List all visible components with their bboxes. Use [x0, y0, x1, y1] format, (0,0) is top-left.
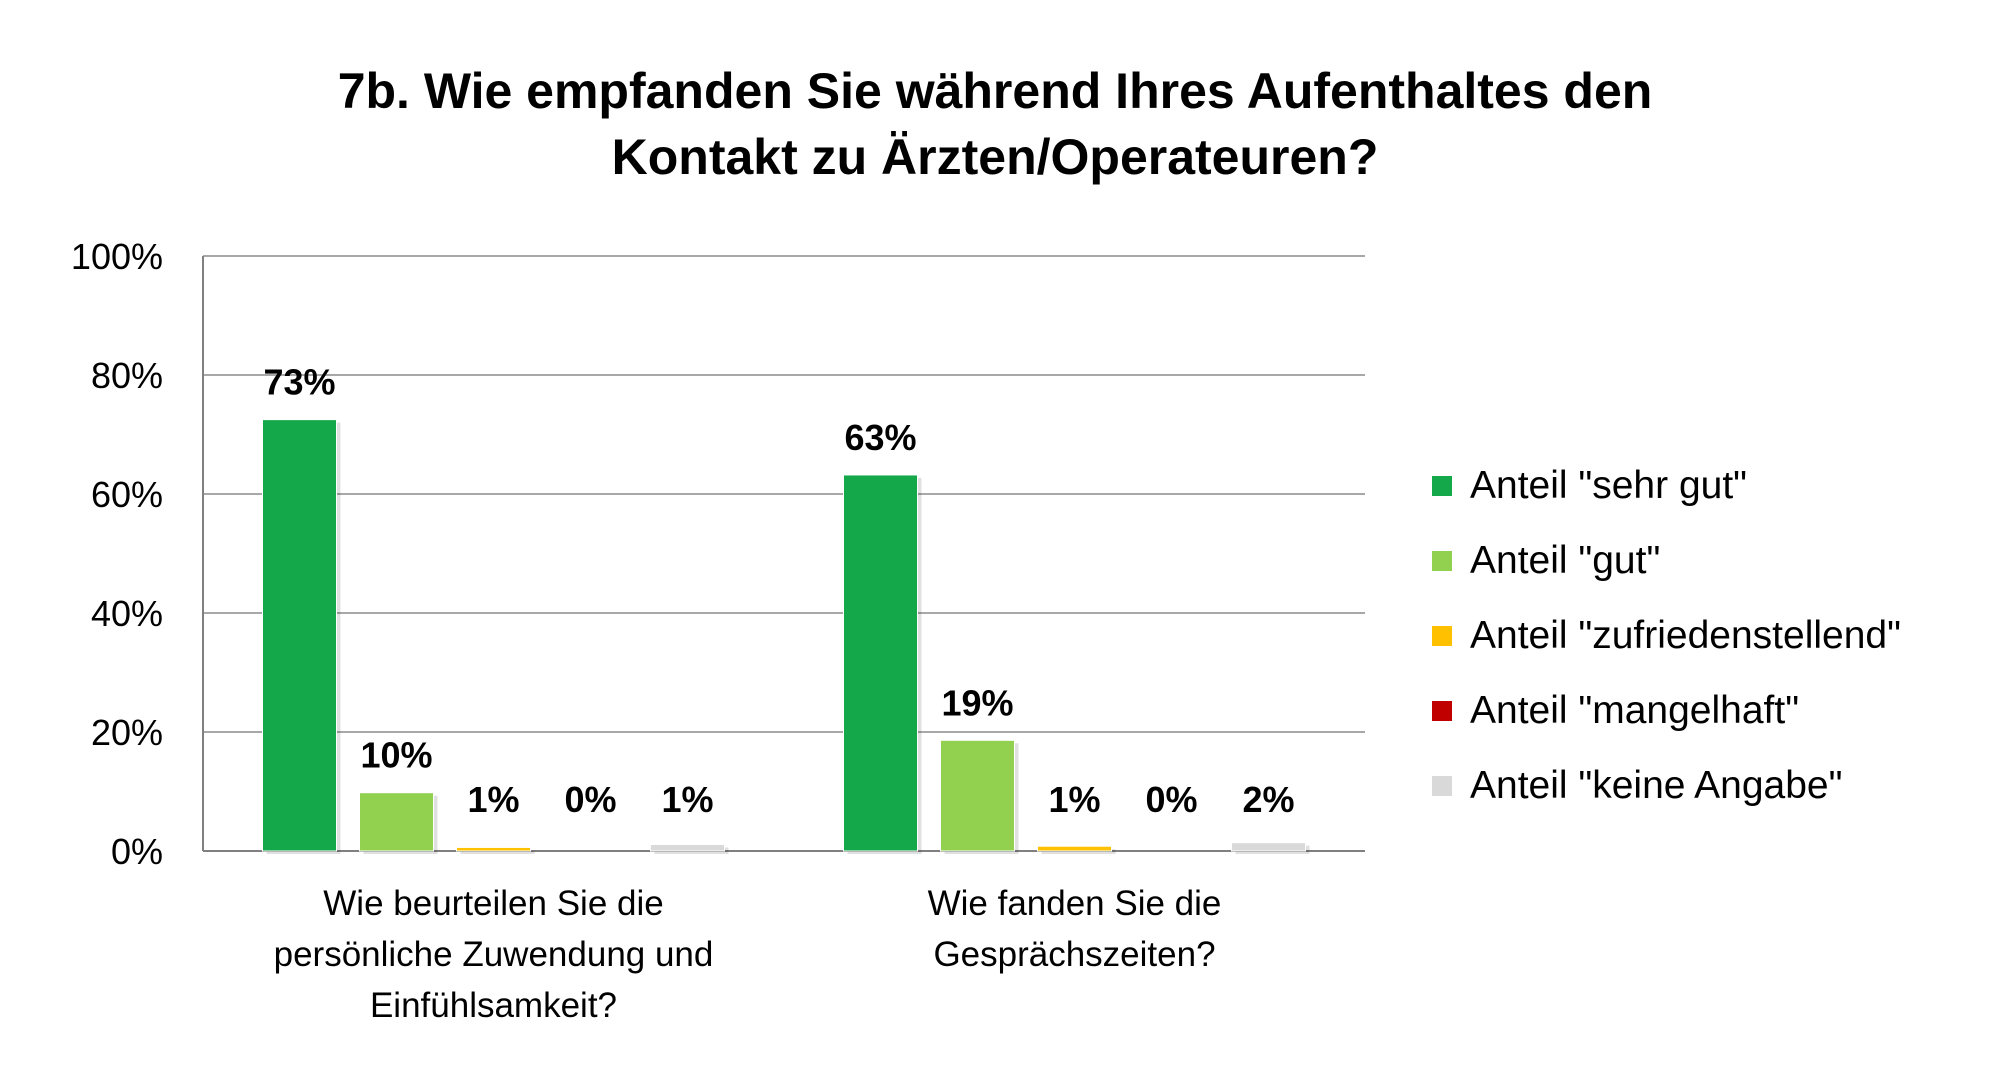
bar-s1-c0 [359, 792, 434, 852]
data-label-s4-c1: 2% [1242, 779, 1294, 820]
legend-label-zufriedenstellend: Anteil "zufriedenstellend" [1470, 613, 1901, 657]
data-label-s2-c0: 1% [467, 779, 519, 820]
y-tick-label-0: 0% [111, 831, 163, 872]
chart-legend: Anteil "sehr gut" Anteil "gut" Anteil "z… [1432, 448, 1901, 823]
data-label-s0-c1: 63% [844, 417, 916, 458]
legend-item-gut: Anteil "gut" [1432, 523, 1901, 598]
legend-swatch-keine-angabe [1432, 775, 1452, 796]
legend-item-sehr-gut: Anteil "sehr gut" [1432, 448, 1901, 523]
legend-label-mangelhaft: Anteil "mangelhaft" [1470, 688, 1800, 732]
data-label-s0-c0: 73% [263, 362, 335, 403]
y-tick-label-40: 40% [91, 593, 163, 634]
category-label-c1-line-1: Gesprächszeiten? [933, 935, 1215, 974]
category-label-c1-line-0: Wie fanden Sie die [928, 884, 1222, 923]
data-label-s3-c1: 0% [1145, 779, 1197, 820]
bar-s4-c1 [1231, 842, 1306, 852]
bar-s2-c1 [1037, 845, 1112, 852]
legend-swatch-mangelhaft [1432, 700, 1452, 721]
category-label-c0-line-0: Wie beurteilen Sie die [323, 884, 663, 923]
bar-s0-c1 [843, 474, 918, 852]
y-tick-label-100: 100% [71, 236, 163, 277]
legend-item-keine-angabe: Anteil "keine Angabe" [1432, 748, 1901, 823]
legend-swatch-gut [1432, 550, 1452, 571]
category-label-c0-line-1: persönliche Zuwendung und [274, 935, 714, 974]
data-label-s3-c0: 0% [564, 779, 616, 820]
bar-shadow-s2-c1 [1041, 849, 1116, 854]
category-label-c0-line-2: Einfühlsamkeit? [370, 986, 617, 1025]
y-tick-label-80: 80% [91, 355, 163, 396]
bar-s1-c1 [940, 739, 1015, 852]
legend-label-gut: Anteil "gut" [1470, 538, 1661, 582]
y-tick-label-60: 60% [91, 474, 163, 515]
chart-title-line-1: 7b. Wie empfanden Sie während Ihres Aufe… [337, 63, 1653, 119]
bar-s2-c0 [456, 846, 531, 852]
y-tick-label-20: 20% [91, 712, 163, 753]
legend-swatch-sehr-gut [1432, 475, 1452, 496]
bar-s4-c0 [650, 843, 725, 852]
data-label-s1-c1: 19% [941, 682, 1013, 723]
chart-title-line-2: Kontakt zu Ärzten/Operateuren? [611, 129, 1379, 185]
bar-shadow-s2-c0 [460, 850, 535, 854]
legend-swatch-zufriedenstellend [1432, 625, 1452, 646]
data-label-s2-c1: 1% [1048, 779, 1100, 820]
data-label-s4-c0: 1% [661, 779, 713, 820]
bar-s0-c0 [262, 419, 337, 852]
legend-label-sehr-gut: Anteil "sehr gut" [1470, 463, 1747, 507]
legend-label-keine-angabe: Anteil "keine Angabe" [1470, 763, 1843, 807]
legend-item-mangelhaft: Anteil "mangelhaft" [1432, 673, 1901, 748]
legend-item-zufriedenstellend: Anteil "zufriedenstellend" [1432, 598, 1901, 673]
chart-title: 7b. Wie empfanden Sie während Ihres Aufe… [0, 58, 1990, 190]
data-label-s1-c0: 10% [360, 735, 432, 776]
